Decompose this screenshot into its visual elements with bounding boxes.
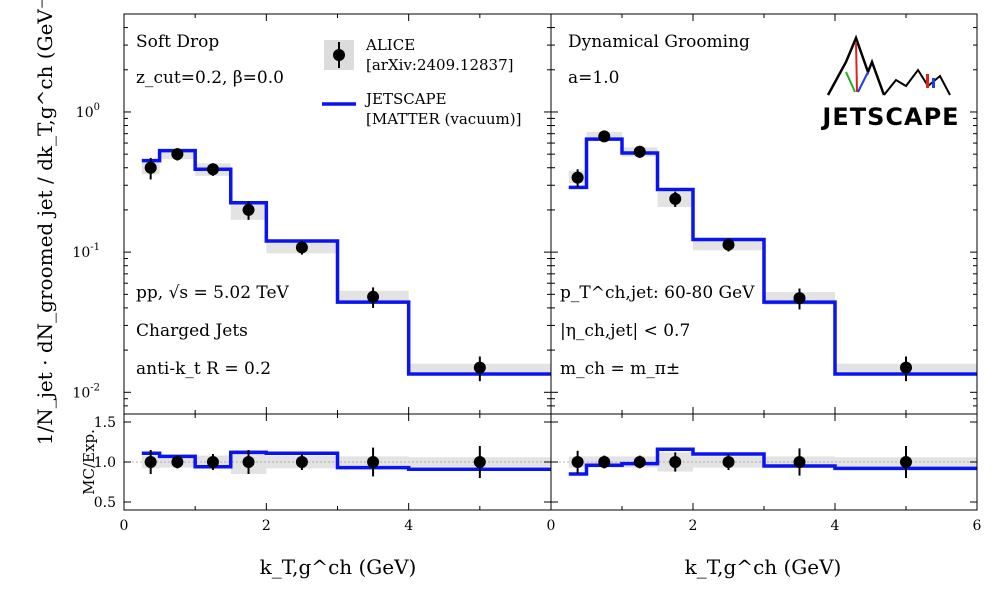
legend-alice-label: ALICE — [365, 36, 415, 54]
x-tick-label-left: 0 — [120, 518, 129, 534]
right-panel-param: a=1.0 — [568, 68, 619, 88]
y-tick-label-bottom: 1.5 — [94, 415, 116, 431]
y-axis-title-top: 1/N_jet · dN_groomed jet / dk_T,g^ch (Ge… — [33, 0, 57, 445]
alice-point-3-2 — [633, 456, 646, 468]
y-tick-label-top: 100 — [76, 102, 100, 121]
alice-point-2-2 — [206, 456, 219, 468]
logo-red-track-icon — [855, 41, 858, 93]
y-tick-labels-top: 10-2 10-1 100 — [72, 102, 100, 401]
alice-point-1-3 — [669, 192, 682, 205]
x-tick-label-right: 2 — [689, 518, 698, 534]
x-tick-label-left: 2 — [262, 518, 271, 534]
alice-point-2-0 — [144, 456, 157, 468]
left-panel-param: z_cut=0.2, β=0.0 — [136, 68, 284, 88]
jetscape-step-curve-1 — [568, 137, 977, 376]
legend-jetscape-label: JETSCAPE — [364, 90, 447, 108]
alice-point-1-2 — [633, 145, 646, 158]
alice-point-2-1 — [171, 456, 184, 468]
right-panel-eta: |η_ch,jet| < 0.7 — [560, 321, 690, 341]
alice-points — [144, 130, 912, 478]
alice-point-3-1 — [598, 456, 611, 468]
x-axis-title-right: k_T,g^ch (GeV) — [685, 555, 842, 579]
legend-alice-marker — [333, 49, 345, 61]
y-tick-exponent: -2 — [90, 382, 100, 393]
x-tick-label-right: 0 — [547, 518, 556, 534]
jetscape-curves — [141, 137, 977, 476]
alice-point-3-0 — [571, 456, 584, 468]
x-tick-label-right: 4 — [831, 518, 840, 534]
logo-text: JETSCAPE — [820, 103, 959, 131]
legend-jetscape-ref: [MATTER (vacuum)] — [366, 110, 521, 128]
alice-point-3-4 — [722, 456, 735, 468]
logo-red-bar-icon — [926, 74, 929, 88]
logo-blue-track-icon — [857, 71, 869, 93]
right-panel-pt: p_T^ch,jet: 60-80 GeV — [560, 283, 755, 303]
alice-point-0-3 — [242, 203, 255, 216]
alice-point-3-6 — [900, 456, 912, 468]
y-tick-label-bottom: 0.5 — [94, 495, 116, 511]
left-panel-algo: anti-k_t R = 0.2 — [136, 359, 271, 379]
legend-alice-ref: [arXiv:2409.12837] — [366, 56, 513, 74]
alice-point-0-2 — [206, 163, 219, 176]
y-tick-label-top: 10-2 — [72, 382, 100, 401]
x-axis-title-left: k_T,g^ch (GeV) — [260, 555, 417, 579]
alice-point-3-3 — [669, 456, 682, 468]
jetscape-step-curve-3 — [568, 447, 977, 476]
y-axis-title-bottom: MC/Exp. — [80, 429, 98, 495]
alice-point-0-0 — [144, 161, 157, 174]
alice-point-2-3 — [242, 456, 255, 468]
alice-point-0-5 — [367, 290, 380, 303]
alice-point-0-4 — [295, 241, 308, 254]
alice-point-0-1 — [171, 148, 184, 161]
alice-point-1-5 — [793, 292, 806, 305]
legend: ALICE [arXiv:2409.12837] JETSCAPE [MATTE… — [322, 36, 521, 128]
alice-point-2-6 — [473, 456, 486, 468]
logo-mountain-icon — [826, 34, 886, 96]
logo-small-mountains-icon — [883, 68, 951, 96]
alice-point-0-6 — [473, 361, 486, 374]
y-tick-labels-bottom: 0.5 1.0 1.5 — [94, 415, 116, 511]
logo-blue-bar-icon — [932, 78, 935, 88]
alice-point-1-4 — [722, 238, 735, 251]
alice-point-1-0 — [571, 171, 584, 184]
x-tick-labels: 0 2 4 0 2 4 6 — [120, 518, 982, 534]
alice-point-2-5 — [367, 456, 380, 468]
jetscape-logo: JETSCAPE — [820, 34, 959, 131]
left-panel-jets: Charged Jets — [136, 321, 248, 341]
logo-green-track-icon — [845, 71, 856, 93]
bottom-right-panel-frame — [550, 413, 978, 511]
y-tick-exponent: 0 — [94, 102, 100, 113]
left-panel-title: Soft Drop — [136, 32, 219, 52]
alice-point-2-4 — [295, 456, 308, 468]
y-tick-label-top: 10-1 — [72, 242, 100, 261]
y-tick-exponent: -1 — [90, 242, 100, 253]
right-panel-title: Dynamical Grooming — [568, 32, 750, 52]
alice-point-3-5 — [793, 456, 806, 468]
right-panel-mass: m_ch = m_π± — [560, 359, 680, 379]
x-tick-label-right: 6 — [973, 518, 982, 534]
alice-point-1-1 — [598, 130, 611, 143]
y-tick-label-bottom: 1.0 — [94, 455, 116, 471]
alice-point-1-6 — [900, 361, 912, 374]
left-panel-energy: pp, √s = 5.02 TeV — [136, 283, 290, 303]
x-tick-label-left: 4 — [404, 518, 413, 534]
